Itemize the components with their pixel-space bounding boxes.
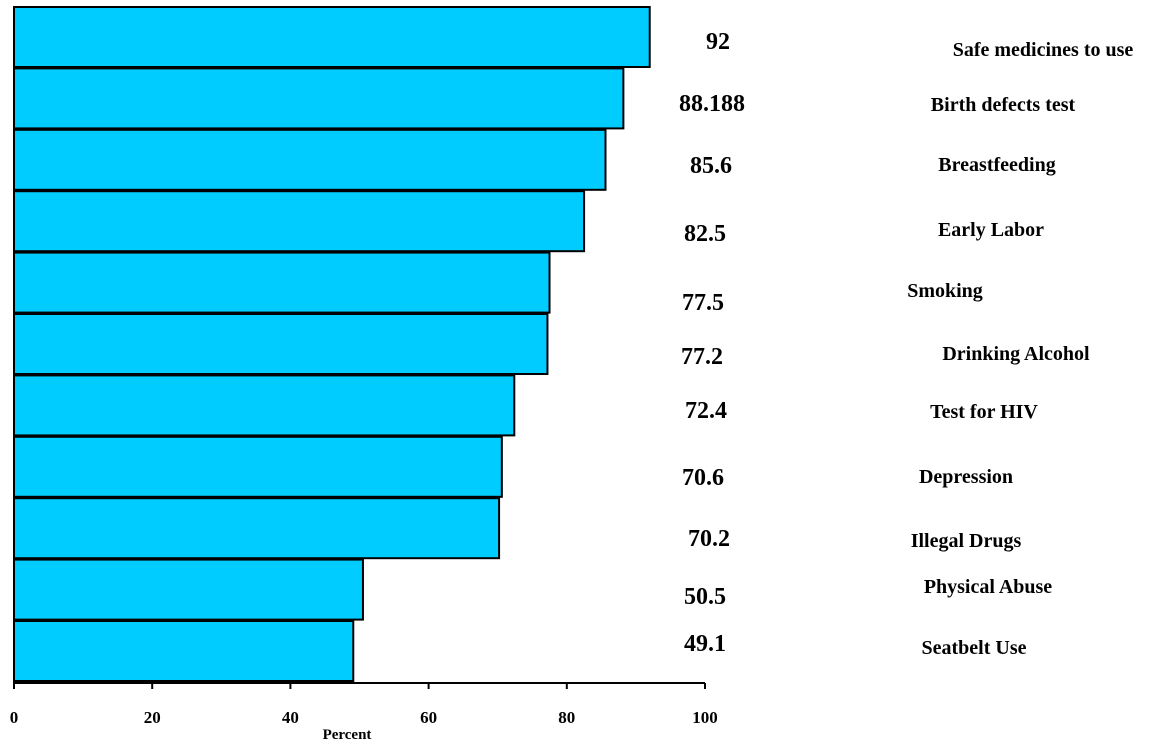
value-label: 50.5 xyxy=(684,584,726,610)
bars-layer xyxy=(13,6,651,682)
x-axis-ticks: 0 20 40 60 80 100 xyxy=(10,683,718,727)
category-label: Depression xyxy=(919,466,1013,488)
value-label: 70.6 xyxy=(682,465,724,491)
category-label: Physical Abuse xyxy=(924,576,1052,598)
x-tick-label: 40 xyxy=(282,708,299,727)
value-label: 85.6 xyxy=(690,153,732,179)
bar xyxy=(13,620,355,682)
value-label: 70.2 xyxy=(688,526,730,552)
bar xyxy=(13,251,551,314)
category-labels: Safe medicines to use Birth defects test B… xyxy=(907,39,1133,659)
category-label: Test for HIV xyxy=(930,401,1038,423)
value-label: 82.5 xyxy=(684,221,726,247)
x-axis-title: Percent xyxy=(323,727,372,743)
category-label: Safe medicines to use xyxy=(953,39,1134,61)
category-label: Birth defects test xyxy=(931,94,1076,116)
bar xyxy=(13,313,549,375)
value-label: 92 xyxy=(706,29,730,55)
category-label: Smoking xyxy=(907,280,983,302)
x-tick-label: 100 xyxy=(692,708,718,727)
bar xyxy=(13,497,501,560)
bar xyxy=(13,190,586,253)
category-label: Breastfeeding xyxy=(938,154,1055,176)
x-tick-label: 20 xyxy=(144,708,161,727)
x-tick-label: 60 xyxy=(420,708,437,727)
category-label: Drinking Alcohol xyxy=(942,343,1090,365)
bar xyxy=(13,435,503,498)
value-label: 49.1 xyxy=(684,631,726,657)
bar xyxy=(13,374,516,437)
bar xyxy=(13,128,607,191)
x-tick-label: 0 xyxy=(10,708,19,727)
value-label: 72.4 xyxy=(685,398,727,424)
value-label: 77.2 xyxy=(681,344,723,370)
category-label: Illegal Drugs xyxy=(911,530,1022,552)
bar xyxy=(13,558,364,621)
x-axis xyxy=(13,7,705,684)
value-labels: 92 88.188 85.6 82.5 77.5 77.2 72.4 70.6 70.2 50.5… xyxy=(679,29,745,657)
bar xyxy=(13,6,651,68)
value-label: 77.5 xyxy=(682,290,724,316)
value-label: 88.188 xyxy=(679,91,745,117)
bar xyxy=(13,67,625,130)
category-label: Seatbelt Use xyxy=(922,637,1027,659)
category-label: Early Labor xyxy=(938,219,1044,241)
x-tick-label: 80 xyxy=(558,708,575,727)
